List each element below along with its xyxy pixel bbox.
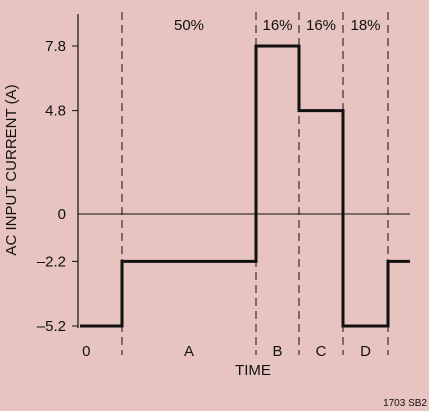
x-tick-label: A	[184, 343, 194, 360]
percentage-label: 16%	[306, 17, 336, 34]
current-waveform	[80, 44, 410, 328]
x-tick-label: D	[360, 343, 371, 360]
y-tick-label: –2.2	[37, 253, 66, 270]
figure-credit: 1703 SB2	[383, 398, 427, 409]
plot-area: 7.8 4.8 0 –2.2 –5.2 0 A B C D 50% 16% 16% 18%	[37, 12, 410, 360]
x-tick-labels: 0 A B C D	[82, 343, 371, 360]
x-tick-label: 0	[82, 343, 90, 360]
y-ticks	[72, 45, 78, 327]
percentage-labels: 50% 16% 16% 18%	[174, 17, 381, 34]
percentage-label: 18%	[350, 17, 380, 34]
y-tick-label: –5.2	[37, 318, 66, 335]
x-tick-label: B	[272, 343, 282, 360]
x-tick-label: C	[316, 343, 327, 360]
y-axis-title: AC INPUT CURRENT (A)	[3, 84, 20, 255]
y-tick-labels: 7.8 4.8 0 –2.2 –5.2	[37, 38, 66, 335]
percentage-label: 16%	[262, 17, 292, 34]
y-tick-label: 4.8	[45, 103, 66, 120]
x-axis-title: TIME	[235, 362, 271, 379]
y-tick-label: 0	[58, 206, 66, 223]
percentage-label: 50%	[174, 17, 204, 34]
y-tick-label: 7.8	[45, 38, 66, 55]
